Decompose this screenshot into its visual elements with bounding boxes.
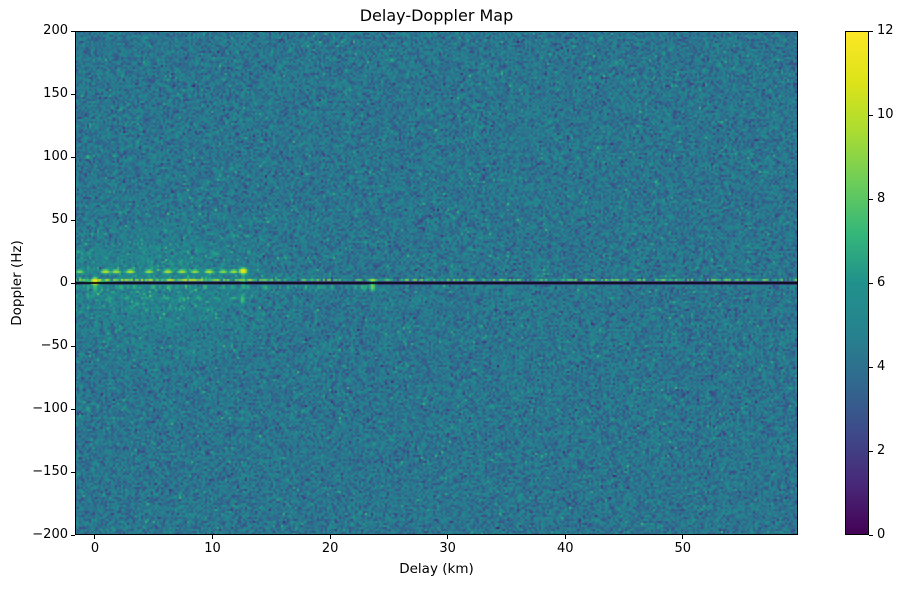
colorbar-tick-mark [869,450,873,452]
y-tick-label: −150 [32,464,68,479]
colorbar-tick-label: 2 [877,443,886,458]
colorbar-tick-label: 4 [877,359,886,374]
y-tick-label: −100 [32,401,68,416]
delay-doppler-heatmap [75,31,798,535]
colorbar-tick-mark [869,198,873,200]
y-tick-label: 100 [43,149,68,164]
x-tick-label: 0 [90,541,100,556]
y-tick-label: 200 [43,23,68,38]
x-tick-mark [682,535,684,539]
colorbar-gradient [845,31,869,535]
x-tick-mark [329,535,331,539]
colorbar-tick-label: 6 [877,275,886,290]
x-tick-mark [564,535,566,539]
colorbar-tick-label: 8 [877,191,886,206]
y-tick-mark [71,282,75,284]
y-tick-mark [71,30,75,32]
y-tick-mark [71,219,75,221]
y-tick-mark [71,471,75,473]
y-tick-mark [71,408,75,410]
colorbar-tick-mark [869,534,873,536]
colorbar-tick-label: 10 [877,107,894,122]
y-tick-label: −50 [40,338,68,353]
chart-title: Delay-Doppler Map [359,6,514,25]
x-tick-mark [212,535,214,539]
y-tick-mark [71,534,75,536]
x-axis-label: Delay (km) [399,561,474,577]
colorbar-tick-mark [869,366,873,368]
y-tick-label: 0 [59,275,68,290]
colorbar-tick-mark [869,114,873,116]
y-tick-label: 150 [43,86,68,101]
y-axis-label: Doppler (Hz) [9,240,25,326]
y-tick-mark [71,93,75,95]
y-tick-mark [71,345,75,347]
colorbar-tick-label: 0 [877,527,886,542]
x-tick-label: 20 [321,541,339,556]
y-tick-label: 50 [51,212,68,227]
colorbar [845,31,869,535]
x-tick-label: 30 [439,541,456,556]
x-tick-mark [94,535,96,539]
y-tick-mark [71,156,75,158]
colorbar-tick-mark [869,282,873,284]
colorbar-tick-label: 12 [877,23,894,38]
x-tick-label: 10 [204,541,221,556]
colorbar-tick-mark [869,30,873,32]
y-tick-label: −200 [32,527,68,542]
x-tick-mark [447,535,449,539]
x-tick-label: 40 [556,541,574,556]
x-tick-label: 50 [674,541,692,556]
